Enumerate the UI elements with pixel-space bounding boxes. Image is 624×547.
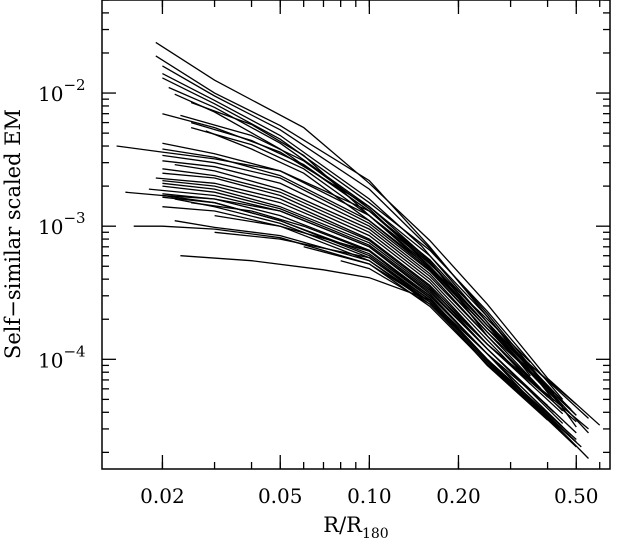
y-tick-label: 10−3: [38, 209, 86, 239]
series-line: [155, 41, 601, 426]
x-tick-label: 0.10: [347, 484, 392, 508]
axis-ticks: [102, 0, 610, 469]
x-tick-label: 0.02: [140, 484, 185, 508]
series-line: [214, 231, 577, 443]
series-line: [162, 148, 564, 408]
series-line: [303, 246, 549, 421]
series-line: [214, 214, 564, 428]
series-line: [162, 168, 531, 385]
series-line: [162, 185, 564, 424]
x-tick-label: 0.50: [554, 484, 599, 508]
y-tick-labels: 10−2 10−3 10−4: [38, 76, 86, 372]
series-line: [180, 255, 589, 459]
series-line: [162, 154, 577, 416]
series-line: [162, 77, 564, 400]
y-tick-label: 10−4: [38, 342, 86, 372]
x-tick-label: 0.05: [258, 484, 303, 508]
x-tick-label: 0.20: [436, 484, 481, 508]
series-line: [174, 163, 564, 412]
x-axis-title-subscript: 180: [362, 526, 389, 542]
series-line: [162, 142, 572, 410]
series-group: [116, 41, 601, 459]
series-line: [340, 260, 577, 448]
series-line: [162, 182, 589, 430]
x-tick-labels: 0.02 0.05 0.10 0.20 0.50: [140, 484, 598, 508]
y-tick-label: 10−2: [38, 76, 86, 106]
y-axis-title: Self−similar scaled EM: [1, 109, 25, 359]
x-axis-title: R/R180: [323, 513, 388, 542]
